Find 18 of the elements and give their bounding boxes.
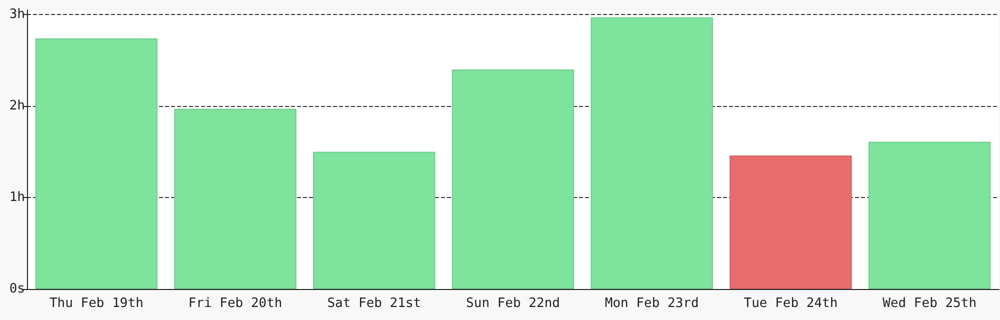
bar — [174, 108, 296, 289]
x-tick-label: Sun Feb 22nd — [466, 296, 560, 311]
x-tick-label: Thu Feb 19th — [49, 296, 144, 311]
y-tick-label: 3h — [9, 7, 25, 22]
x-tick-label: Sat Feb 21st — [327, 296, 422, 311]
y-tick-label: 0s — [9, 282, 25, 296]
bar — [590, 17, 713, 289]
x-tick-label: Mon Feb 23rd — [604, 296, 699, 311]
x-tick-label: Tue Feb 24th — [744, 296, 838, 311]
y-tick-label: 1h — [9, 190, 25, 206]
y-tick-label: 2h — [9, 98, 25, 114]
bar — [35, 38, 158, 289]
bar — [452, 69, 574, 289]
x-tick-label: Fri Feb 20th — [188, 296, 282, 311]
bar — [730, 155, 852, 289]
x-tick-label: Wed Feb 25th — [882, 296, 977, 311]
bar — [868, 142, 991, 289]
bar — [313, 152, 436, 289]
